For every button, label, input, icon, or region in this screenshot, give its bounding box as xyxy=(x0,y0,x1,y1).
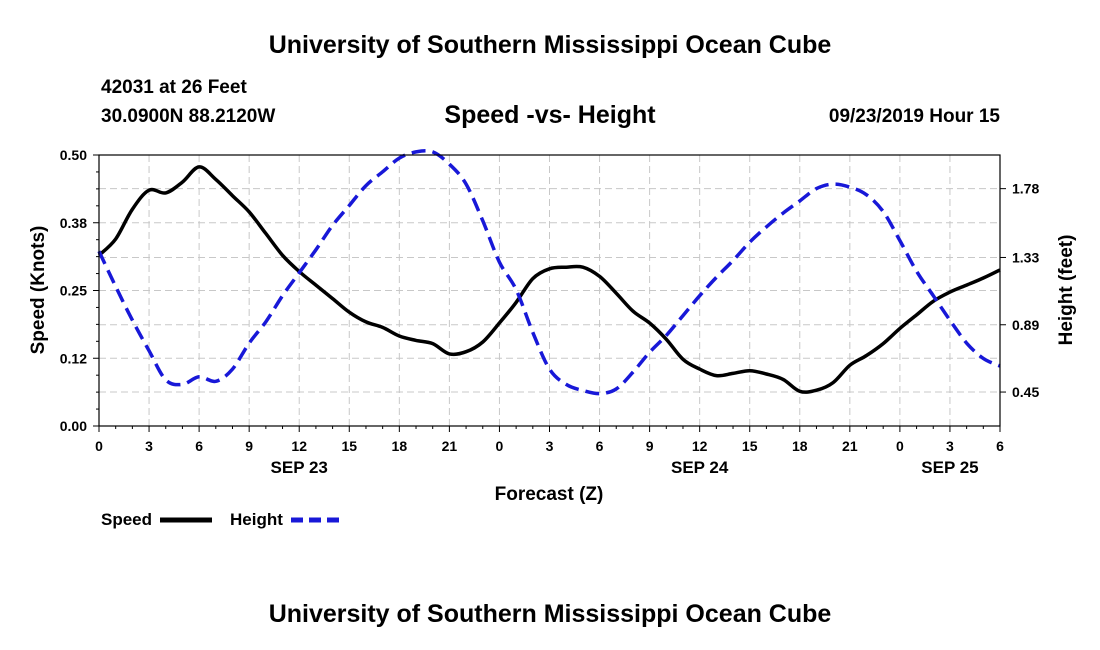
y-left-tick-label: 0.38 xyxy=(60,215,87,231)
x-tick-label: 3 xyxy=(946,438,954,454)
bottom-title: University of Southern Mississippi Ocean… xyxy=(268,600,832,628)
x-tick-label: 3 xyxy=(145,438,153,454)
chart-title: Speed -vs- Height xyxy=(444,101,656,129)
x-tick-label: 21 xyxy=(842,438,858,454)
x-tick-label: 12 xyxy=(692,438,708,454)
x-tick-label: 0 xyxy=(95,438,103,454)
legend: Speed Height xyxy=(101,510,343,529)
x-tick-label: 0 xyxy=(896,438,904,454)
x-tick-label: 6 xyxy=(195,438,203,454)
date-label: SEP 23 xyxy=(271,458,328,477)
x-tick-label: 3 xyxy=(546,438,554,454)
y-left-tick-label: 0.12 xyxy=(60,350,87,366)
x-tick-label: 9 xyxy=(245,438,253,454)
x-tick-label: 18 xyxy=(792,438,808,454)
data-series xyxy=(97,149,1001,396)
x-tick-label: 12 xyxy=(291,438,307,454)
y-left-tick-label: 0.50 xyxy=(60,147,87,163)
x-tick-label: 18 xyxy=(392,438,408,454)
x-tick-label: 9 xyxy=(646,438,654,454)
top-title: University of Southern Mississippi Ocean… xyxy=(268,31,832,59)
legend-height-label: Height xyxy=(230,510,283,529)
axes: 0 3 6 9 12 15 18 21 0 3 6 9 12 15 18 21 0 3 6 SEP 23 SEP 24 S… xyxy=(60,147,1040,477)
y-axis-left-title: Speed (Knots) xyxy=(28,226,49,355)
y-right-tick-label: 0.45 xyxy=(1012,384,1039,400)
x-tick-label: 15 xyxy=(341,438,357,454)
forecast-datetime: 09/23/2019 Hour 15 xyxy=(828,106,1000,127)
y-right-tick-label: 0.89 xyxy=(1012,317,1039,333)
grid-lines xyxy=(99,155,1000,426)
x-axis-title: Forecast (Z) xyxy=(495,484,604,505)
date-label: SEP 25 xyxy=(921,458,978,477)
y-axis-right-title: Height (feet) xyxy=(1056,235,1077,346)
x-tick-label: 0 xyxy=(496,438,504,454)
date-label: SEP 24 xyxy=(671,458,729,477)
x-tick-label: 21 xyxy=(442,438,458,454)
x-tick-label: 6 xyxy=(596,438,604,454)
y-right-tick-label: 1.78 xyxy=(1012,181,1039,197)
y-right-tick-label: 1.33 xyxy=(1012,249,1039,265)
x-tick-label: 6 xyxy=(996,438,1004,454)
speed-series-line xyxy=(97,165,1001,394)
x-tick-label: 15 xyxy=(742,438,758,454)
station-info: 42031 at 26 Feet xyxy=(101,77,247,98)
station-position: 30.0900N 88.2120W xyxy=(101,106,276,127)
legend-speed-label: Speed xyxy=(101,510,152,529)
y-left-tick-label: 0.00 xyxy=(60,418,87,434)
y-left-tick-label: 0.25 xyxy=(60,283,87,299)
